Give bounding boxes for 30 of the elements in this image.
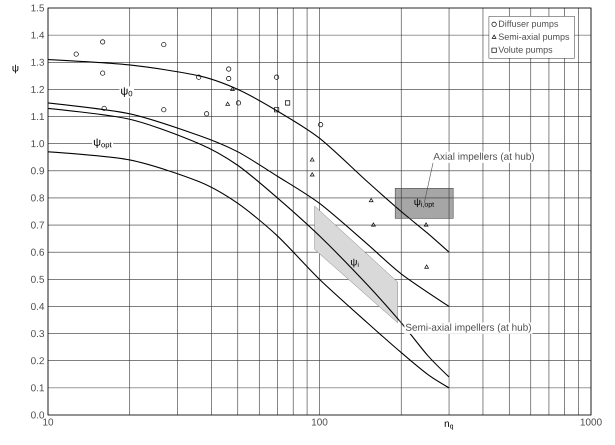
annotation: Axial impellers (at hub) — [433, 152, 534, 162]
y-tick-label: 0.0 — [31, 411, 44, 419]
annotation: ψ$_{opt}$ — [94, 138, 112, 149]
y-tick-label: 1.3 — [31, 58, 44, 66]
annotation: ψ$_{i,opt}$ — [414, 198, 434, 208]
y-tick-label: 0.7 — [31, 222, 44, 229]
y-tick-label: 1.4 — [31, 32, 44, 39]
y-tick-label: 1.5 — [31, 4, 44, 12]
y-tick-label: 0.9 — [31, 167, 44, 174]
y-tick-label: 0.1 — [31, 384, 44, 392]
y-tick-label: 0.6 — [31, 248, 44, 256]
y-tick-label: 0.3 — [31, 330, 44, 338]
annotation: ψ$_{i}$ — [350, 258, 358, 268]
y-tick-label: 0.2 — [31, 357, 44, 364]
legend-label: Semi-axial pumps — [498, 33, 570, 42]
x-tick-label: 100 — [312, 418, 328, 426]
y-tick-label: 0.5 — [31, 276, 44, 283]
annotation: ψ$_{0}$ — [121, 87, 132, 97]
y-tick-label: 1.1 — [31, 113, 44, 120]
y-tick-label: 0.8 — [31, 194, 44, 202]
y-tick-label: 1.2 — [31, 86, 44, 93]
x-tick-label: 1000 — [580, 418, 602, 426]
y-axis-title: ψ — [12, 64, 18, 74]
legend-label: Diffuser pumps — [499, 20, 558, 29]
x-axis-title: n$_{q}$ — [444, 422, 454, 430]
y-tick-label: 1.0 — [31, 140, 44, 148]
legend-label: Volute pumps — [498, 46, 552, 55]
x-tick-label: 10 — [43, 418, 54, 426]
y-tick-label: 0.4 — [31, 302, 44, 310]
annotation: Semi-axial impellers (at hub) — [406, 324, 531, 333]
